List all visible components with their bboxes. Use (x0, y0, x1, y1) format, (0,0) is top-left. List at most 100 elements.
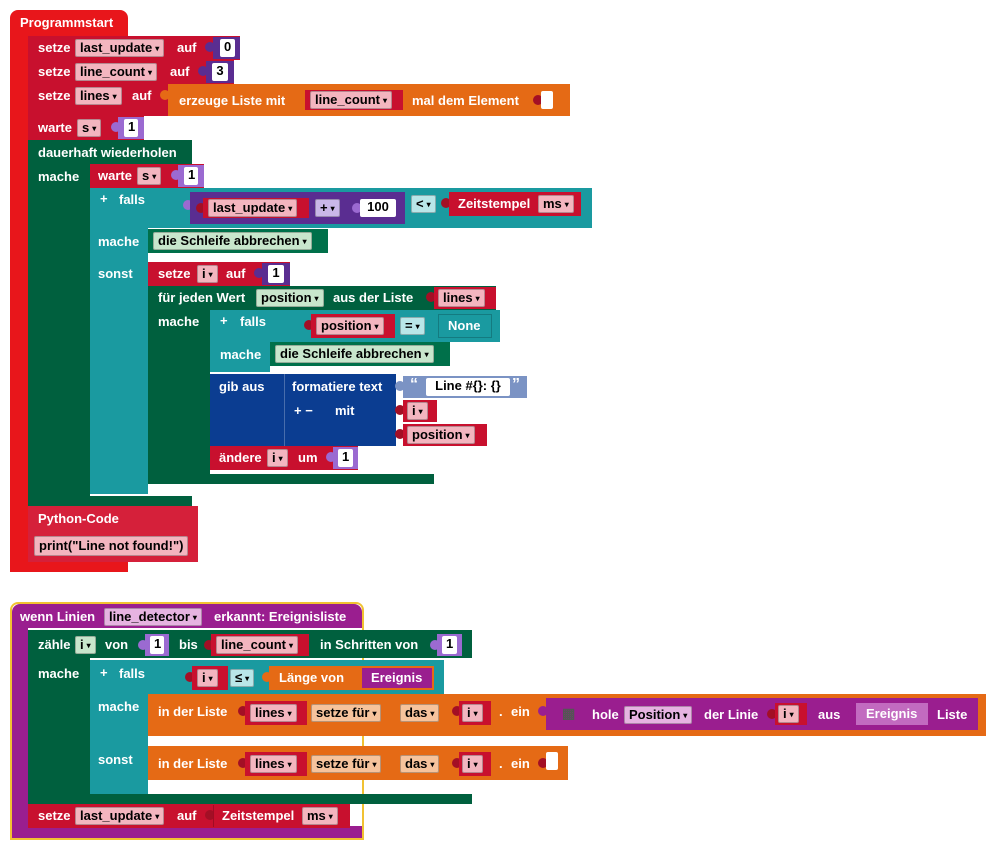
python-code-field[interactable]: print("Line not found!") (34, 536, 189, 556)
if-else-spine (90, 228, 148, 494)
liste-label: Liste (937, 707, 968, 722)
ein-label: ein (511, 704, 530, 719)
connector-dot (171, 170, 181, 180)
none-block[interactable] (438, 314, 492, 338)
break-dropdown[interactable]: die Schleife abbrechen ▾ (275, 345, 434, 363)
number-field-1[interactable]: 1 (150, 636, 164, 654)
mutator-plus-minus[interactable]: + − (294, 403, 313, 418)
number-field-1[interactable]: 1 (442, 636, 457, 654)
connector-dot (848, 709, 858, 719)
compare-dropdown[interactable]: = ▾ (400, 317, 425, 335)
mutator-plus[interactable]: + (220, 313, 228, 328)
connector-dot (352, 203, 362, 213)
var-dropdown-i[interactable]: i ▾ (462, 704, 483, 722)
forever-block[interactable] (28, 140, 192, 164)
event-ref-block[interactable] (362, 668, 432, 688)
var-dropdown-position[interactable]: position ▾ (316, 317, 384, 335)
connector-dot (111, 122, 121, 132)
falls-label: falls (119, 666, 146, 681)
number-field-100[interactable]: 100 (360, 199, 396, 217)
break-dropdown[interactable]: die Schleife abbrechen ▾ (153, 232, 312, 250)
number-field-1[interactable]: 1 (124, 119, 138, 137)
empty-slot[interactable] (541, 91, 553, 109)
list-mode-dropdown[interactable]: setze für ▾ (311, 755, 382, 773)
event-ref-block[interactable] (856, 703, 928, 725)
var-dropdown-lines[interactable]: lines ▾ (75, 87, 122, 105)
length-of-label: Länge von (279, 670, 345, 685)
detector-dropdown[interactable]: line_detector ▾ (104, 608, 202, 626)
close-quote: ” (512, 376, 520, 393)
python-code-label: Python-Code (38, 511, 119, 526)
program-start-hat[interactable] (10, 10, 128, 36)
line-event-spine (12, 628, 28, 836)
create-list-label: erzeuge Liste mit (179, 93, 286, 108)
var-dropdown-i[interactable]: i ▾ (75, 636, 96, 654)
falls-label: falls (119, 192, 146, 207)
var-dropdown-last-update[interactable]: last_update ▾ (208, 199, 298, 217)
list-where-dropdown[interactable]: das ▾ (400, 704, 440, 722)
var-dropdown-lines[interactable]: lines ▾ (250, 755, 297, 773)
mutator-plus[interactable]: + (100, 665, 108, 680)
field-dropdown[interactable]: Position ▾ (624, 706, 693, 724)
var-dropdown-i[interactable]: i ▾ (778, 705, 799, 723)
change-label: ändere (219, 450, 262, 465)
var-dropdown-last-update[interactable]: last_update ▾ (75, 39, 165, 57)
var-dropdown-last-update[interactable]: last_update ▾ (75, 807, 165, 825)
connector-dot (430, 320, 440, 330)
list-where-dropdown[interactable]: das ▾ (400, 755, 440, 773)
var-dropdown-i[interactable]: i ▾ (197, 265, 218, 283)
none-label: None (448, 318, 481, 333)
if-else-mid (90, 252, 148, 260)
var-dropdown-position[interactable]: position ▾ (256, 289, 324, 307)
unit-dropdown[interactable]: s ▾ (77, 119, 102, 137)
unit-dropdown-ms[interactable]: ms ▾ (302, 807, 338, 825)
connector-dot (198, 66, 208, 76)
list-mode-dropdown[interactable]: setze für ▾ (311, 704, 382, 722)
hole-label: hole (592, 707, 619, 722)
connector-dot (395, 405, 405, 415)
var-dropdown-i[interactable]: i ▾ (197, 669, 218, 687)
compare-dropdown[interactable]: < ▾ (411, 195, 436, 213)
number-field-1[interactable]: 1 (338, 449, 353, 467)
connector-dot (395, 429, 405, 439)
setze-label: setze (38, 88, 71, 103)
var-dropdown-lines[interactable]: lines ▾ (438, 289, 485, 307)
connector-dot (395, 381, 405, 391)
math-op-dropdown[interactable]: + ▾ (315, 199, 340, 217)
text-field[interactable]: Line #{}: {} (426, 378, 510, 396)
setze-label: setze (38, 40, 71, 55)
var-dropdown-i[interactable]: i ▾ (267, 449, 288, 467)
dot-label: . (499, 756, 503, 771)
compare-dropdown[interactable]: ≤ ▾ (230, 669, 255, 687)
var-dropdown-line-count[interactable]: line_count ▾ (310, 91, 393, 109)
auf-label: auf (177, 808, 197, 823)
number-field-0[interactable]: 0 (220, 39, 235, 57)
print-block[interactable] (210, 374, 284, 446)
empty-slot[interactable] (546, 752, 558, 770)
connector-dot (138, 640, 148, 650)
format-text-block[interactable] (284, 374, 396, 446)
var-dropdown-i[interactable]: i ▾ (462, 755, 483, 773)
forever-spine (28, 164, 90, 496)
mache-label: mache (98, 234, 140, 249)
program-start-spine (10, 34, 28, 570)
var-dropdown-line-count[interactable]: line_count ▾ (216, 636, 299, 654)
connector-dot (533, 95, 543, 105)
print-label: gib aus (219, 379, 265, 394)
connector-dot (205, 42, 215, 52)
number-field-1[interactable]: 1 (184, 167, 198, 185)
connector-dot (183, 200, 193, 210)
var-dropdown-i[interactable]: i ▾ (407, 402, 428, 420)
var-dropdown-line-count[interactable]: line_count ▾ (75, 63, 158, 81)
auf-label: auf (132, 88, 152, 103)
number-field-3[interactable]: 3 (212, 63, 228, 81)
sonst-label: sonst (98, 752, 133, 767)
unit-dropdown-ms[interactable]: ms ▾ (538, 195, 574, 213)
mutator-plus[interactable]: + (100, 191, 108, 206)
var-dropdown-position[interactable]: position ▾ (407, 426, 475, 444)
var-dropdown-lines[interactable]: lines ▾ (250, 704, 297, 722)
connector-dot (205, 810, 215, 820)
number-field-1[interactable]: 1 (268, 265, 284, 283)
unit-dropdown[interactable]: s ▾ (137, 167, 162, 185)
in-list-label: in der Liste (158, 704, 228, 719)
